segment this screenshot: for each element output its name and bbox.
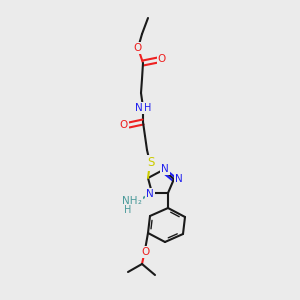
Text: NH: NH bbox=[122, 196, 138, 206]
Text: O: O bbox=[158, 54, 166, 64]
Text: O: O bbox=[141, 247, 149, 257]
Text: O: O bbox=[120, 120, 128, 130]
Text: N: N bbox=[135, 103, 143, 113]
Text: N: N bbox=[161, 164, 169, 174]
Text: O: O bbox=[133, 43, 141, 53]
Text: N: N bbox=[146, 189, 154, 199]
Text: N: N bbox=[175, 174, 183, 184]
Text: ₂: ₂ bbox=[138, 196, 142, 206]
Text: H: H bbox=[124, 205, 132, 215]
Text: H: H bbox=[144, 103, 152, 113]
Text: S: S bbox=[147, 157, 155, 169]
